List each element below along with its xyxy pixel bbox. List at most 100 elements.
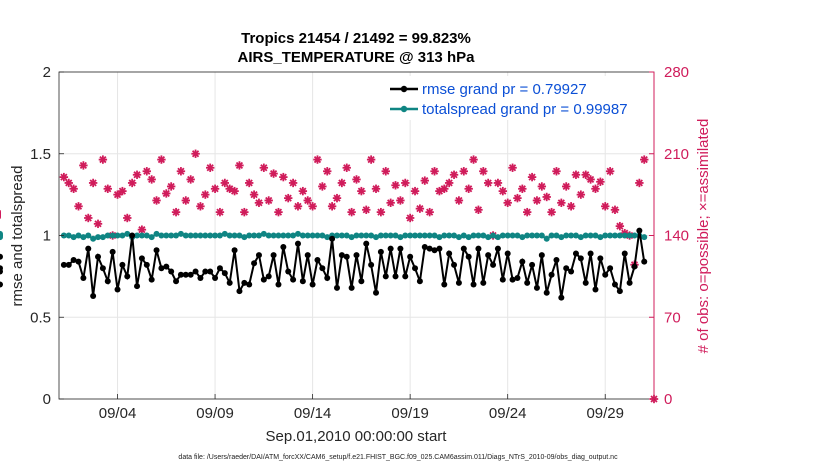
totalspread-point	[134, 232, 141, 239]
y-tick-label: 0	[43, 391, 51, 408]
obs-asterisk-stroke	[387, 199, 395, 207]
obs-count-point	[410, 186, 420, 196]
obs-asterisk-stroke	[240, 208, 248, 216]
x-tick-label: 09/09	[196, 405, 234, 422]
obs-asterisk-stroke	[552, 167, 561, 175]
totalspread-point	[319, 232, 326, 239]
obs-asterisk-stroke	[79, 161, 87, 170]
y-tick-label: 1.5	[30, 146, 51, 163]
obs-asterisk-stroke	[494, 179, 502, 187]
obs-asterisk-stroke	[289, 179, 297, 187]
obs-asterisk-stroke	[499, 187, 507, 195]
rmse-point	[548, 271, 555, 278]
obs-asterisk-stroke	[313, 155, 322, 164]
rmse-point	[212, 275, 219, 282]
obs-count-point	[162, 189, 171, 198]
obs-count-point	[474, 205, 483, 215]
obs-asterisk-stroke	[148, 175, 156, 184]
obs-count-point	[293, 202, 303, 211]
obs-asterisk-stroke	[591, 185, 600, 193]
totalspread-point	[80, 234, 87, 241]
rmse-point	[582, 279, 589, 286]
obs-count-point	[103, 184, 112, 193]
obs-count-point	[298, 186, 308, 196]
obs-count-point	[196, 202, 205, 211]
totalspread-point	[626, 232, 633, 239]
rmse-point	[626, 279, 633, 286]
obs-asterisk-stroke	[152, 196, 161, 205]
totalspread-point	[441, 232, 448, 239]
obs-asterisk-stroke	[396, 196, 404, 205]
totalspread-point	[611, 232, 618, 239]
obs-asterisk-stroke	[411, 187, 419, 195]
totalspread-point	[416, 232, 423, 239]
obs-asterisk-stroke	[533, 196, 541, 205]
obs-count-point	[425, 207, 434, 217]
obs-asterisk-stroke	[611, 206, 619, 214]
rmse-point	[416, 278, 423, 285]
obs-asterisk-stroke	[513, 194, 522, 202]
obs-asterisk-stroke	[596, 178, 604, 186]
rmse-point	[616, 288, 623, 295]
obs-asterisk-stroke	[304, 196, 312, 205]
totalspread-point	[109, 232, 116, 239]
obs-asterisk-stroke	[94, 220, 102, 228]
obs-count-point	[352, 175, 361, 184]
totalspread-point	[485, 234, 492, 241]
totalspread-point	[465, 234, 472, 241]
totalspread-point	[582, 232, 589, 239]
obs-count-point	[171, 207, 181, 217]
rmse-point	[572, 250, 579, 257]
obs-asterisk-stroke	[460, 167, 468, 175]
obs-count-point	[69, 184, 78, 193]
rmse-point	[494, 245, 501, 252]
rmse-point	[524, 279, 531, 286]
obs-asterisk-stroke	[343, 164, 351, 172]
obs-count-point	[430, 167, 439, 176]
obs-count-point	[581, 170, 590, 179]
obs-count-point	[503, 198, 512, 207]
obs-asterisk-stroke	[99, 155, 107, 164]
totalspread-point	[251, 232, 258, 239]
totalspread-point	[397, 234, 404, 241]
rmse-point	[265, 273, 272, 280]
obs-asterisk-stroke	[70, 185, 78, 193]
obs-count-point	[537, 182, 547, 191]
obs-asterisk-stroke	[391, 181, 400, 189]
obs-asterisk-stroke	[309, 202, 317, 210]
totalspread-point	[138, 232, 145, 239]
obs-count-point	[98, 155, 108, 164]
obs-asterisk-stroke	[269, 169, 278, 178]
rmse-point	[514, 275, 521, 282]
obs-asterisk-stroke	[586, 175, 595, 184]
obs-asterisk-stroke	[547, 208, 556, 216]
totalspread-point	[207, 232, 214, 239]
rmse-point	[0, 281, 3, 288]
obs-count-point	[313, 155, 322, 164]
obs-asterisk-stroke	[328, 202, 336, 210]
rmse-point	[621, 250, 628, 257]
rmse-point	[587, 250, 594, 257]
rmse-point	[280, 243, 287, 250]
rmse-point	[319, 265, 326, 272]
totalspread-point	[597, 234, 604, 241]
obs-asterisk-stroke	[123, 214, 131, 222]
totalspread-point	[509, 232, 516, 239]
totalspread-point	[202, 232, 209, 239]
obs-asterisk-stroke	[469, 155, 478, 164]
obs-count-point	[205, 163, 215, 172]
rmse-point	[392, 273, 399, 280]
rmse-point	[446, 250, 453, 257]
totalspread-point	[153, 230, 160, 237]
obs-asterisk-stroke	[206, 164, 214, 172]
rmse-point	[363, 240, 370, 247]
obs-count-point	[308, 202, 317, 211]
rmse-point	[192, 268, 199, 275]
totalspread-point	[587, 232, 594, 239]
rmse-point	[197, 275, 204, 282]
obs-asterisk-stroke	[89, 179, 97, 187]
y2-tick-label: 140	[664, 228, 689, 245]
rmse-point	[592, 286, 599, 293]
obs-asterisk-stroke	[362, 206, 370, 214]
obs-count-point	[93, 219, 103, 229]
